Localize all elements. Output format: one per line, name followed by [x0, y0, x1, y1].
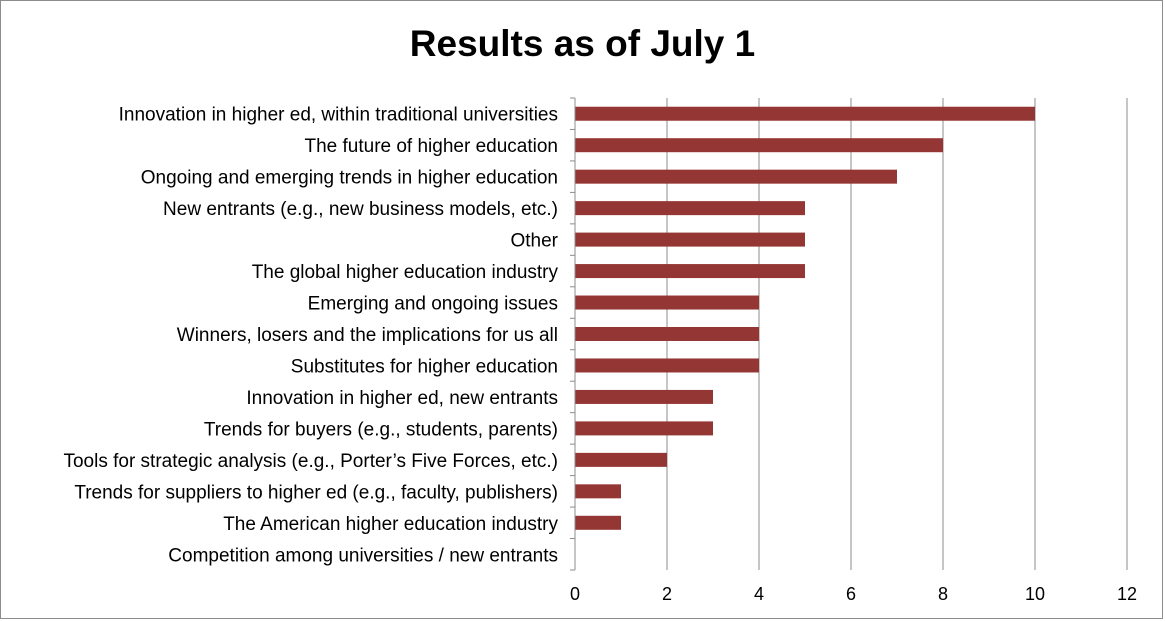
- bar: [575, 515, 621, 530]
- bar: [575, 201, 805, 216]
- x-tick-label: 6: [846, 584, 856, 604]
- bar: [575, 421, 713, 436]
- x-tick-label: 10: [1025, 584, 1045, 604]
- category-label: Competition among universities / new ent…: [168, 545, 558, 566]
- bar: [575, 264, 805, 279]
- x-tick-label: 4: [754, 584, 764, 604]
- x-tick-label: 12: [1117, 584, 1137, 604]
- category-label: Trends for buyers (e.g., students, paren…: [204, 419, 558, 440]
- x-tick-label: 0: [570, 584, 580, 604]
- category-label: Other: [510, 231, 558, 252]
- category-label: Winners, losers and the implications for…: [177, 325, 558, 346]
- chart-title: Results as of July 1: [409, 23, 756, 64]
- category-label: The American higher education industry: [223, 514, 558, 535]
- bar: [575, 106, 1035, 121]
- x-tick-label: 2: [662, 584, 672, 604]
- bar: [575, 327, 759, 341]
- category-label: Emerging and ongoing issues: [308, 294, 558, 315]
- category-label: Innovation in higher ed, new entrants: [246, 388, 558, 409]
- category-label: New entrants (e.g., new business models,…: [163, 199, 558, 220]
- category-label: Trends for suppliers to higher ed (e.g.,…: [74, 482, 558, 503]
- bar: [575, 295, 759, 310]
- category-label: The global higher education industry: [252, 262, 559, 283]
- bar: [575, 484, 621, 499]
- category-label: Innovation in higher ed, within traditio…: [119, 105, 558, 126]
- category-label: Ongoing and emerging trends in higher ed…: [141, 168, 558, 189]
- category-label: Substitutes for higher education: [291, 356, 558, 377]
- bar: [575, 232, 805, 247]
- category-label: Tools for strategic analysis (e.g., Port…: [63, 451, 558, 472]
- x-tick-label: 8: [938, 584, 948, 604]
- bar: [575, 389, 713, 404]
- bar: [575, 452, 667, 467]
- category-label: The future of higher education: [304, 136, 558, 157]
- bar: [575, 169, 897, 184]
- bar: [575, 358, 759, 373]
- bar: [575, 138, 943, 153]
